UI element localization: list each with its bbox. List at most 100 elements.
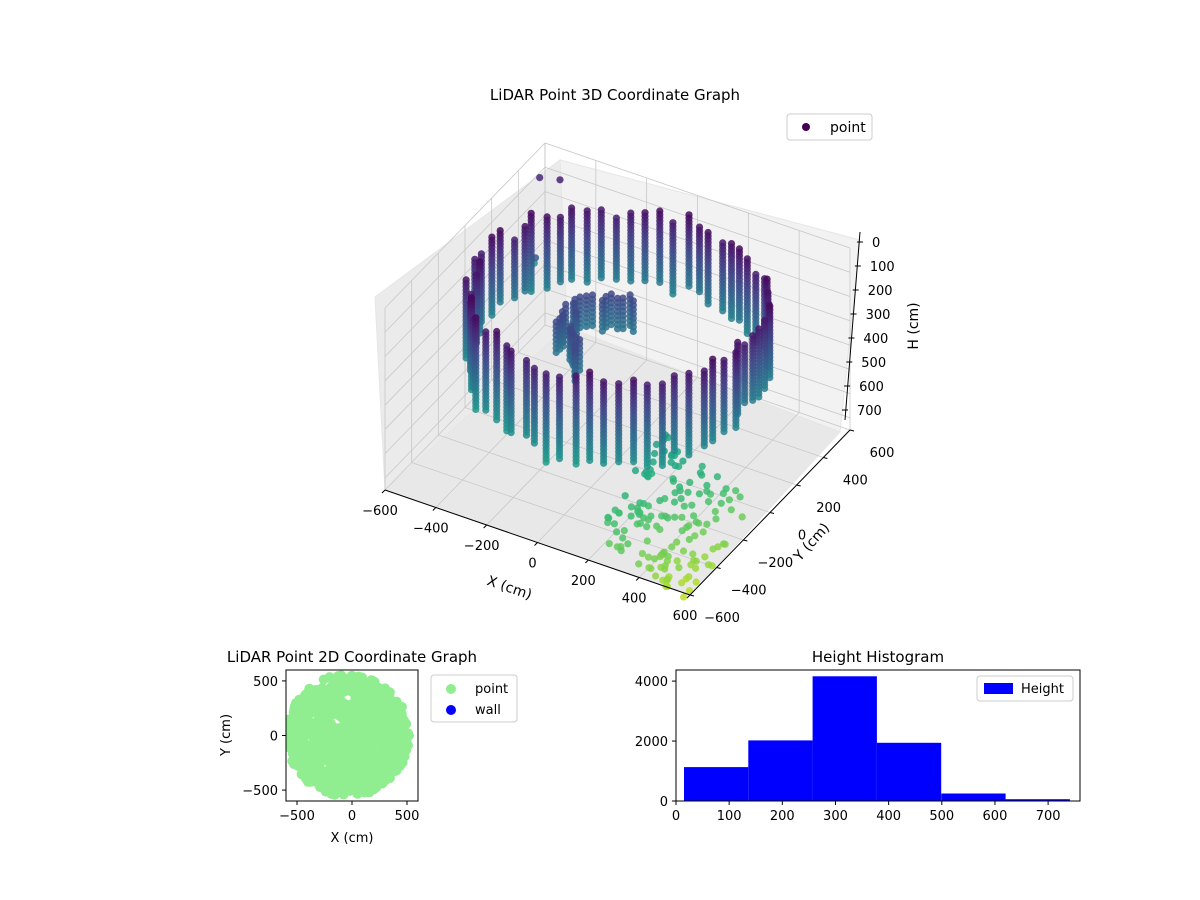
chart-3d-point — [720, 428, 728, 436]
chart-2d-point — [330, 696, 341, 707]
chart-3d-point — [555, 455, 564, 463]
chart-3d-point — [749, 396, 757, 404]
chart-2d-point — [333, 735, 344, 745]
chart-3d-y-tick — [689, 594, 695, 597]
chart-3d-point — [684, 488, 692, 496]
chart-2d-point — [297, 738, 308, 748]
chart-3d-y-tick-label: 0 — [798, 529, 806, 544]
chart-2d-point — [365, 757, 376, 768]
chart-3d-legend-box — [786, 113, 873, 141]
chart-2d-point — [372, 721, 383, 732]
chart-3d-x-axis-label: X (cm) — [485, 573, 534, 603]
chart-3d-x-tick — [432, 507, 437, 511]
chart-2d-point — [338, 673, 349, 683]
chart-2d-point — [352, 746, 363, 757]
chart-3d-point — [695, 288, 704, 296]
chart-3d-gridline-z — [384, 142, 851, 309]
chart-3d-point — [610, 520, 619, 528]
chart-3d-point — [542, 458, 550, 466]
chart-2d-ticks: −500 0 500 −500 0 500 — [242, 675, 419, 824]
chart-2d-point — [396, 733, 407, 744]
chart-3d-point — [678, 527, 686, 535]
chart-2d-point — [304, 725, 315, 736]
chart-2d-point — [311, 684, 322, 695]
chart-2d-legend-label-wall: wall — [475, 703, 501, 718]
chart-3d-point — [678, 513, 686, 521]
chart-3d-y-tick-label: 600 — [870, 446, 895, 461]
chart-3d-point — [621, 492, 629, 500]
chart-3d-point — [488, 311, 496, 319]
chart-3d-point — [656, 278, 664, 286]
chart-hist-x-tick-label: 500 — [929, 809, 954, 824]
chart-3d-point — [472, 405, 480, 413]
chart-3d-point — [643, 462, 651, 471]
chart-3d-z-tick-label: 200 — [868, 284, 893, 299]
chart-3d-point — [685, 587, 694, 595]
chart-3d-point — [635, 560, 643, 568]
chart-3d-x-tick-label: −400 — [413, 522, 449, 537]
chart-hist-y-tick-label: 4000 — [635, 675, 668, 690]
chart-2d-x-tick-label: 500 — [395, 809, 420, 824]
chart-3d-point — [635, 510, 643, 518]
chart-3d-point — [700, 442, 708, 450]
chart-3d-point — [703, 520, 711, 528]
chart-2d-point — [395, 758, 406, 769]
chart-3d-point — [725, 496, 734, 504]
chart-3d-point — [627, 512, 635, 520]
chart-2d-x-tick-label: −500 — [279, 809, 315, 824]
chart-3d-point — [673, 538, 681, 546]
chart-3d-point — [668, 543, 676, 551]
chart-3d-x-tick — [534, 542, 538, 546]
chart-2d-point — [388, 720, 399, 731]
chart-3d-point — [735, 316, 744, 324]
chart-3d-point — [685, 451, 693, 459]
chart-hist-bar — [876, 742, 942, 801]
chart-3d-y-tick — [743, 539, 748, 542]
chart-3d-point — [552, 348, 560, 357]
chart-3d-point — [719, 307, 727, 315]
chart-3d-point — [669, 290, 677, 298]
chart-3d-x-tick — [381, 489, 386, 494]
chart-3d-point — [638, 550, 647, 558]
chart-2d-point — [329, 749, 339, 760]
chart-3d-point — [659, 576, 667, 584]
chart-3d-point — [658, 461, 667, 470]
chart-3d-point — [643, 537, 651, 545]
chart-3d-z-tick-label: 100 — [870, 260, 895, 275]
chart-3d-point — [652, 440, 661, 448]
chart-3d-point — [629, 327, 637, 335]
chart-3d-point — [612, 275, 621, 283]
chart-2d-point — [294, 718, 304, 729]
chart-3d-point — [644, 553, 653, 561]
chart-3d-z-tick-label: 700 — [857, 404, 882, 419]
chart-3d-point — [741, 399, 749, 407]
chart-hist-title: Height Histogram — [812, 648, 944, 666]
chart-3d-point — [709, 437, 717, 445]
chart-3d-y-tick-label: 400 — [843, 474, 868, 489]
chart-3d-point — [727, 506, 735, 514]
chart-3d-point — [675, 564, 683, 572]
chart-2d-point — [379, 739, 390, 750]
chart-2d-point — [321, 722, 332, 733]
chart-2d-y-tick-label: 500 — [253, 675, 278, 690]
chart-3d-gridline-y — [544, 143, 851, 431]
chart-3d-point — [692, 578, 700, 586]
chart-3d-z-tick-label: 300 — [866, 308, 891, 323]
chart-3d-y-tick-label: −600 — [704, 611, 740, 626]
chart-3d-x-tick-label: 0 — [528, 557, 536, 572]
chart-3d-x-tick-label: −200 — [464, 539, 500, 554]
chart-3d-point — [530, 439, 539, 447]
chart-3d-title: LiDAR Point 3D Coordinate Graph — [490, 86, 740, 104]
chart-3d-y-tick-label: −200 — [757, 556, 793, 571]
chart-2d-legend: point wall — [430, 674, 518, 723]
chart-3d-point — [619, 534, 627, 542]
chart-2d-point — [300, 746, 311, 757]
chart-3d-point — [641, 277, 649, 285]
chart-3d-point — [679, 457, 687, 465]
chart-3d-point — [691, 532, 699, 540]
chart-hist-bars — [684, 676, 1070, 801]
chart-2d-legend-label-point: point — [475, 682, 508, 697]
chart-2d-point — [372, 707, 382, 718]
chart-3d-point — [717, 499, 725, 507]
